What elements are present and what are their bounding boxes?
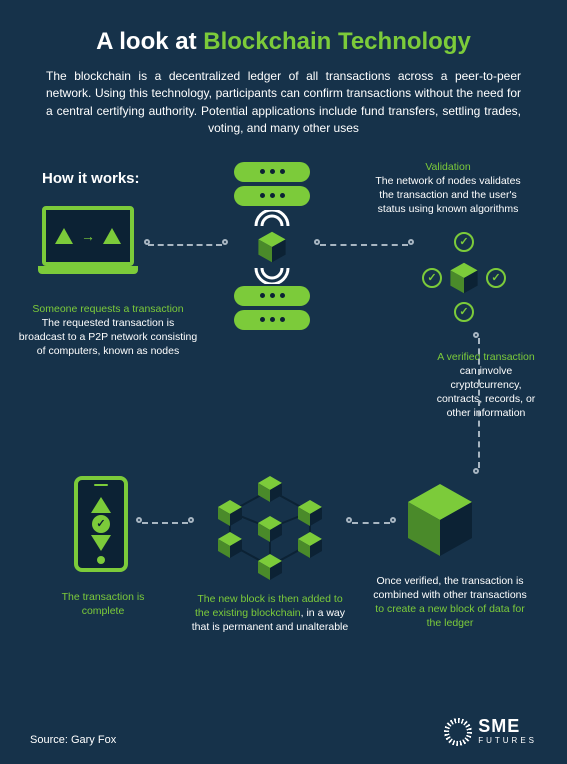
- connector-dot: [473, 332, 479, 338]
- servers-node: [234, 162, 310, 334]
- page-title: A look at Blockchain Technology: [30, 28, 537, 56]
- connector-dot: [473, 468, 479, 474]
- cube-icon: [255, 230, 289, 264]
- phone-icon: ✓: [74, 476, 128, 572]
- infographic-page: A look at Blockchain Technology The bloc…: [0, 0, 567, 764]
- diagram-area: Validation The network of nodes validate…: [30, 162, 537, 702]
- wifi-down-icon: [252, 266, 292, 284]
- verified-caption: A verified transaction can involve crypt…: [434, 342, 538, 421]
- brand-logo: SME FUTURES: [444, 717, 537, 746]
- big-cube-icon: [400, 480, 480, 560]
- added-caption: The new block is then added to the exist…: [190, 584, 350, 635]
- logo-ring-icon: [444, 718, 472, 746]
- triangle-icon: [103, 228, 121, 244]
- brand-small: FUTURES: [478, 736, 537, 745]
- intro-paragraph: The blockchain is a decentralized ledger…: [46, 68, 521, 138]
- validation-caption: Validation The network of nodes validate…: [368, 152, 528, 217]
- connector-dot: [222, 239, 228, 245]
- triangle-icon: [91, 497, 111, 513]
- server-rack-icon: [234, 162, 310, 206]
- validation-cluster: ✓ ✓ ✓ ✓: [416, 230, 512, 326]
- arrow-icon: →: [81, 228, 95, 244]
- check-circle-icon: ✓: [92, 515, 110, 533]
- check-icon: ✓: [454, 232, 474, 252]
- complete-body: The transaction is complete: [62, 591, 145, 617]
- blockchain-network-icon: [200, 472, 340, 582]
- check-icon: ✓: [486, 268, 506, 288]
- laptop-icon: →: [38, 206, 138, 278]
- connector: [148, 244, 222, 246]
- cube-icon: [447, 261, 481, 295]
- connector-dot: [408, 239, 414, 245]
- connector-dot: [144, 239, 150, 245]
- check-icon: ✓: [422, 268, 442, 288]
- footer: Source: Gary Fox SME FUTURES: [30, 717, 537, 746]
- request-caption: Someone requests a transaction The reque…: [18, 294, 198, 359]
- connector: [352, 522, 390, 524]
- how-label: How it works:: [42, 170, 140, 187]
- combined-caption: Once verified, the transaction is combin…: [370, 566, 530, 631]
- blockchain-network: [200, 472, 340, 587]
- server-rack-icon: [234, 286, 310, 330]
- combined-suffix: to create a new block of data for the le…: [375, 603, 524, 629]
- connector-dot: [390, 517, 396, 523]
- bigcube-node: [400, 480, 480, 565]
- check-icon: ✓: [454, 302, 474, 322]
- connector: [142, 522, 188, 524]
- validation-heading: Validation: [425, 161, 470, 173]
- connector-dot: [188, 517, 194, 523]
- triangle-down-icon: [91, 535, 111, 551]
- phone-node: ✓: [74, 476, 128, 572]
- validation-body: The network of nodes validates the trans…: [375, 175, 520, 215]
- connector-dot: [136, 517, 142, 523]
- combined-body: Once verified, the transaction is combin…: [373, 575, 527, 601]
- title-part2: Blockchain Technology: [203, 28, 471, 55]
- triangle-icon: [55, 228, 73, 244]
- connector-dot: [314, 239, 320, 245]
- brand-big: SME: [478, 716, 520, 736]
- complete-caption: The transaction is complete: [44, 582, 162, 618]
- wifi-up-icon: [252, 210, 292, 228]
- title-part1: A look at: [96, 28, 203, 55]
- connector: [478, 338, 480, 468]
- connector-dot: [346, 517, 352, 523]
- connector: [320, 244, 408, 246]
- verified-prefix: A verified transaction: [437, 351, 534, 363]
- source-text: Source: Gary Fox: [30, 734, 116, 746]
- verified-body: can involve cryptocurrency, contracts, r…: [437, 365, 536, 420]
- laptop-node: →: [38, 206, 138, 278]
- request-heading: Someone requests a transaction: [32, 303, 183, 315]
- request-body: The requested transaction is broadcast t…: [19, 317, 197, 357]
